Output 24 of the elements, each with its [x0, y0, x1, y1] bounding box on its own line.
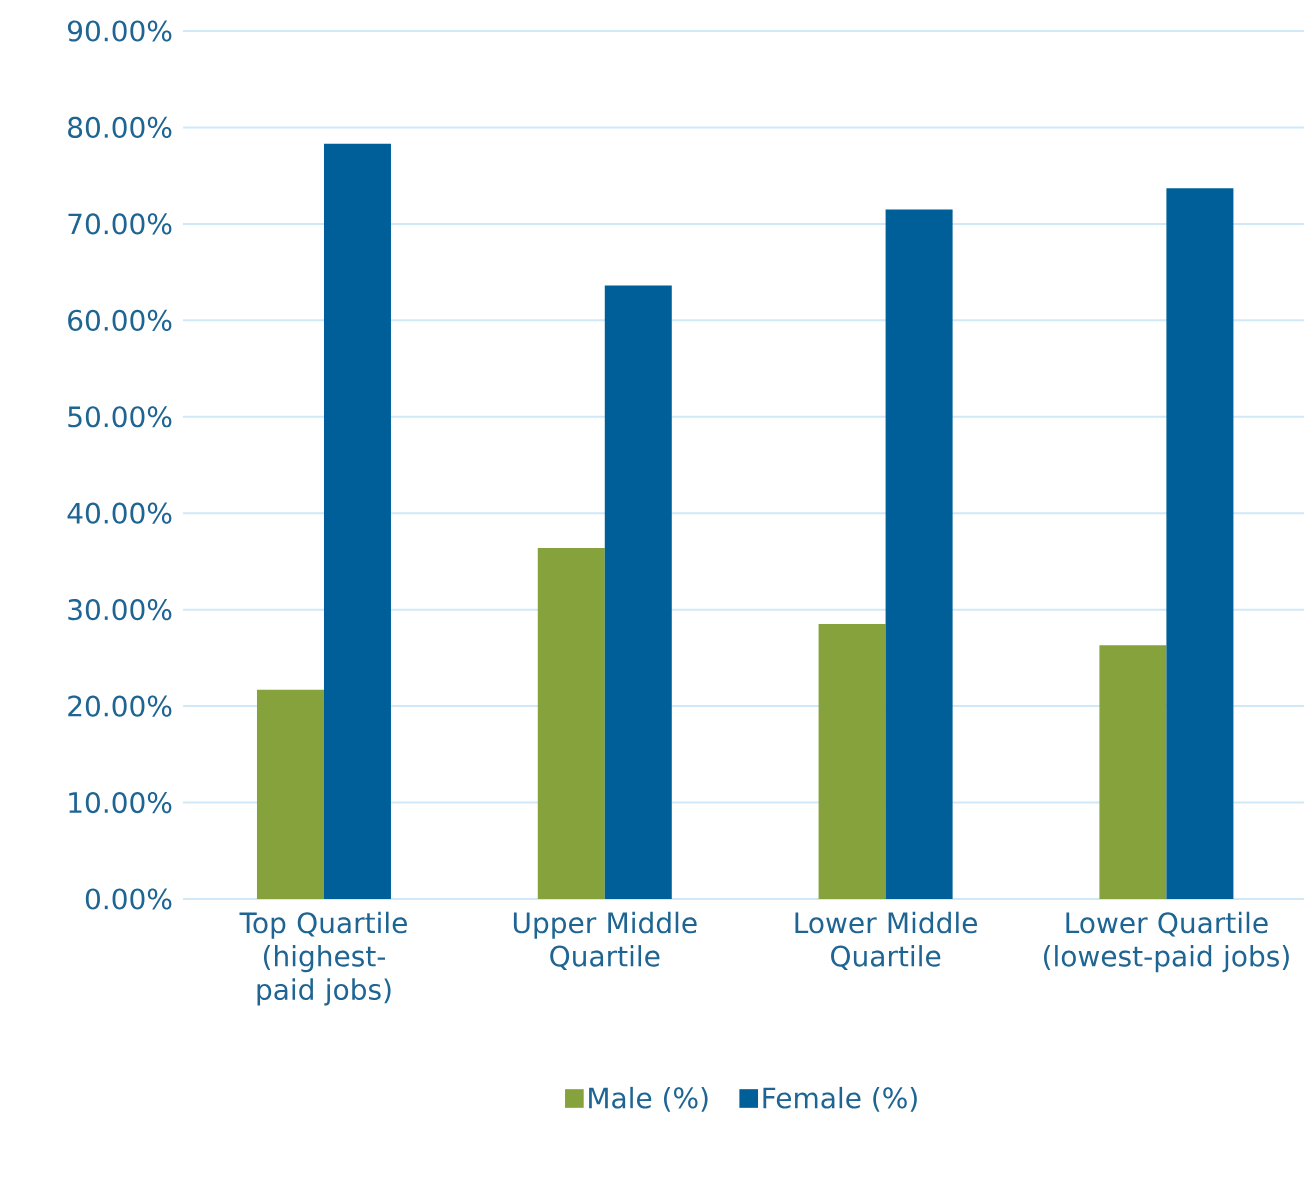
x-tick-label: Lower Quartile (lowest-paid jobs) [1043, 911, 1289, 973]
y-tick-label: 50.00% [68, 406, 172, 428]
bar [256, 689, 324, 899]
y-tick-label: 0.00% [85, 888, 172, 910]
y-tick-label: 70.00% [68, 213, 172, 235]
legend-label: Female (%) [763, 1086, 917, 1112]
y-tick-label: 40.00% [67, 502, 172, 524]
y-tick-label: 60.00% [68, 309, 172, 331]
y-tick-label: 20.00% [68, 695, 172, 717]
legend-label: Male (%) [589, 1086, 708, 1112]
y-tick-label: 90.00% [67, 20, 172, 42]
x-tick-label: Lower Middle Quartile [795, 911, 977, 970]
y-tick-label: 80.00% [68, 116, 172, 139]
bar [1099, 645, 1167, 899]
x-tick-label: Top Quartile (highest-paid jobs) [239, 911, 407, 1006]
bar [537, 547, 605, 899]
bar [323, 143, 391, 899]
bar [818, 624, 886, 899]
y-tick-label: 30.00% [68, 599, 172, 621]
y-tick-label: 10.00% [69, 791, 172, 814]
x-tick-label: Upper Middle Quartile [513, 911, 697, 970]
bar [604, 285, 672, 899]
bar [1166, 188, 1234, 899]
bar [885, 209, 953, 899]
